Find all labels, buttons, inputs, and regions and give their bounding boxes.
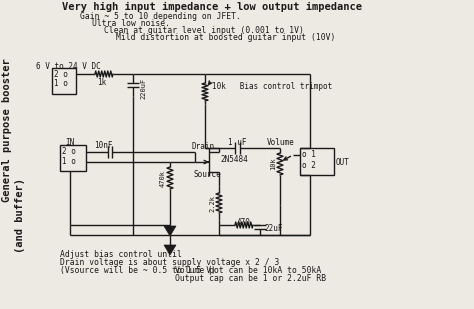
Polygon shape [164,226,176,236]
Text: IN: IN [65,138,74,147]
Text: Volume pot can be 10kA to 50kA: Volume pot can be 10kA to 50kA [175,266,321,275]
Text: o 1: o 1 [302,150,316,159]
Text: OUT: OUT [336,158,350,167]
Text: Drain voltage is about supply voltage x 2 / 3: Drain voltage is about supply voltage x … [60,258,279,267]
Text: 470: 470 [237,218,251,227]
Bar [60,145,86,171]
Text: 2N5484: 2N5484 [220,155,248,164]
Bar [300,148,334,175]
Text: Drain: Drain [192,142,215,151]
Text: o 2: o 2 [302,161,316,170]
Text: 10k   Bias control trimpot: 10k Bias control trimpot [212,82,332,91]
Text: 22uF: 22uF [264,224,283,233]
Text: (and buffer): (and buffer) [15,177,25,252]
Text: Very high input impedance + low output impedance: Very high input impedance + low output i… [62,2,362,12]
Text: Clean at guitar level input (0.001 to 1V): Clean at guitar level input (0.001 to 1V… [104,26,304,35]
Bar [52,68,76,94]
Text: Mild distortion at boosted guitar input (10V): Mild distortion at boosted guitar input … [116,33,336,42]
Text: 1 o: 1 o [54,79,68,88]
Text: 1 o: 1 o [62,157,76,166]
Text: Source: Source [194,170,222,179]
Text: 6 V to 24 V DC: 6 V to 24 V DC [36,62,101,71]
Text: 1 uF: 1 uF [228,138,246,147]
Text: 220uF: 220uF [140,77,146,99]
Text: 10k: 10k [270,158,276,170]
Text: 2 o: 2 o [54,70,68,79]
Text: General purpose booster: General purpose booster [2,58,12,202]
Text: Output cap can be 1 or 2.2uF RB: Output cap can be 1 or 2.2uF RB [175,274,326,283]
Text: 2 o: 2 o [62,147,76,156]
Text: Adjust bias control until: Adjust bias control until [60,250,182,259]
Text: 2.2k: 2.2k [209,194,215,211]
Text: 10nF: 10nF [94,141,112,150]
Text: 470k: 470k [160,170,166,187]
Text: Ultra low noise.: Ultra low noise. [92,19,170,28]
Text: (Vsource will be ~ 0.5 to 1.5 V): (Vsource will be ~ 0.5 to 1.5 V) [60,266,216,275]
Text: 1k: 1k [97,78,106,87]
Text: Volume: Volume [267,138,295,147]
Text: Gain ~ 5 to 10 depending on JFET.: Gain ~ 5 to 10 depending on JFET. [80,12,241,21]
Polygon shape [164,245,176,255]
